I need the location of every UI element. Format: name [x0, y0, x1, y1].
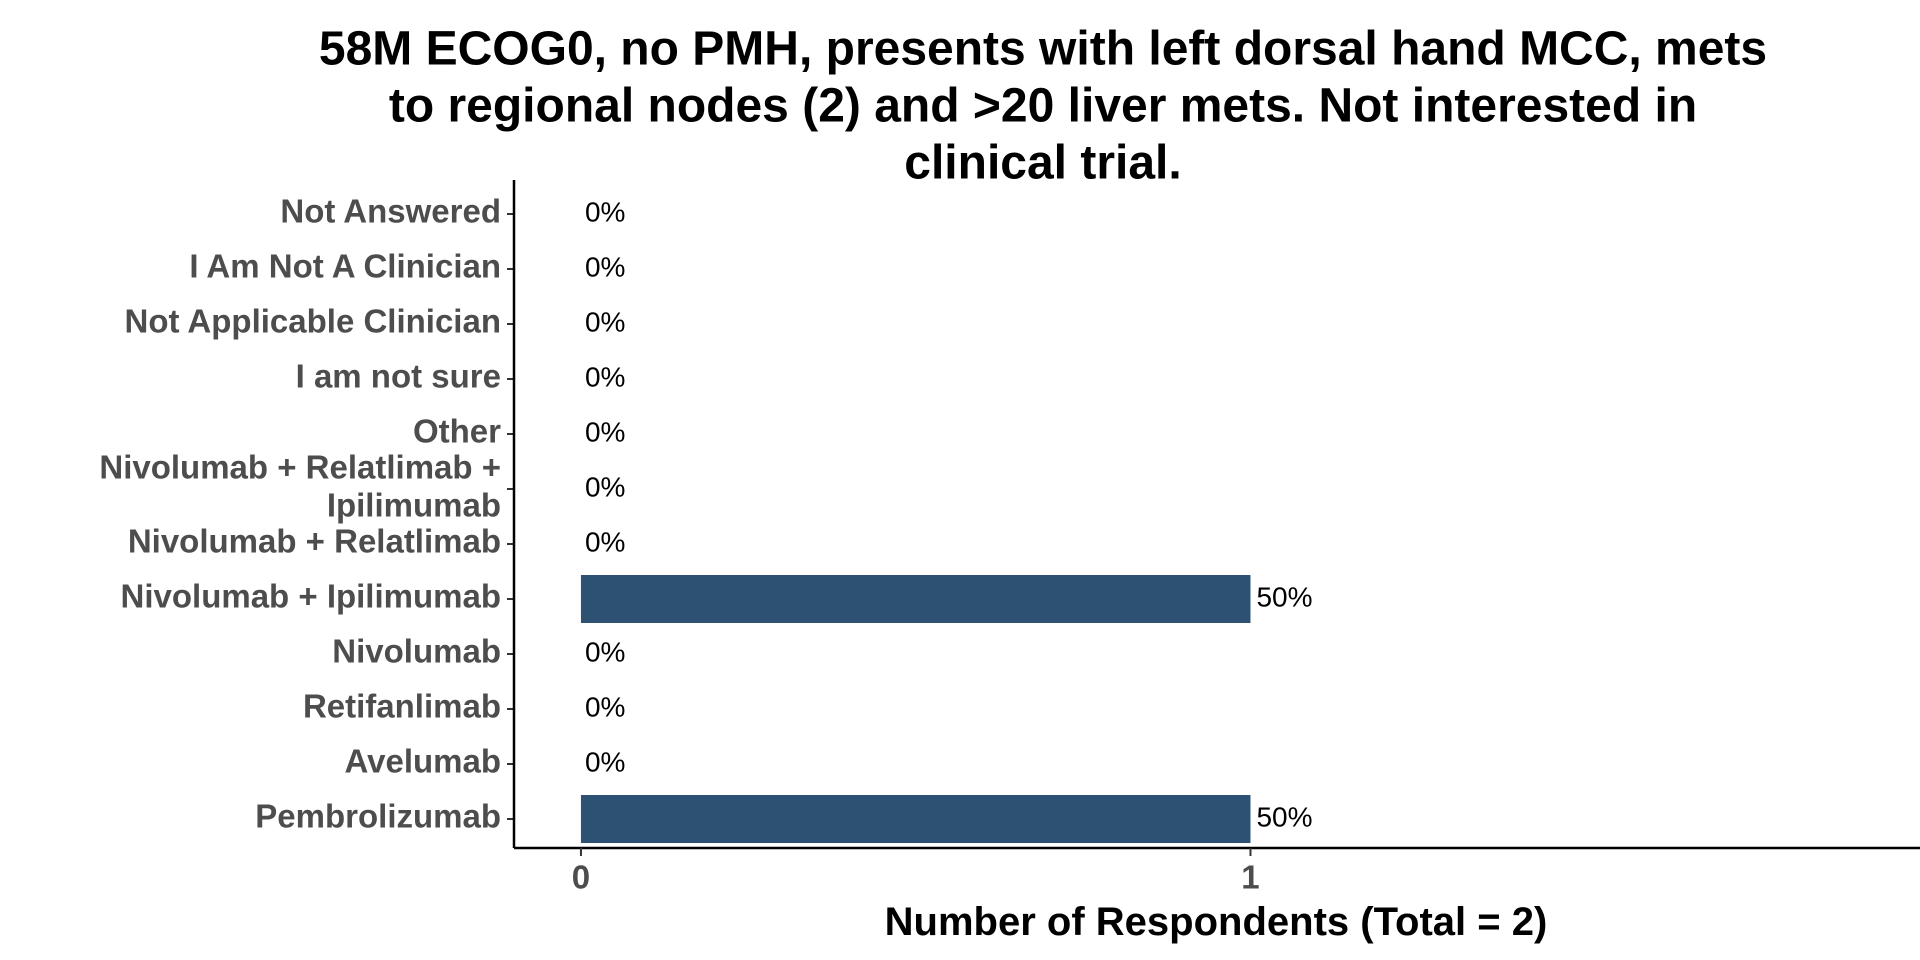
data-label: 0%	[585, 361, 625, 392]
category-label: I am not sure	[296, 358, 501, 395]
x-tick-label: 1	[1241, 859, 1259, 896]
category-label: Nivolumab + Relatlimab	[128, 523, 501, 560]
title-line: to regional nodes (2) and >20 liver mets…	[389, 80, 1697, 133]
category-label: Retifanlimab	[303, 688, 501, 725]
category-label: Avelumab	[345, 743, 502, 780]
title-line: clinical trial.	[904, 137, 1181, 190]
category-label: Not Applicable Clinician	[125, 303, 502, 340]
category-label: Nivolumab	[332, 633, 501, 670]
data-label: 0%	[585, 746, 625, 777]
bar	[580, 795, 1251, 843]
title-line: 58M ECOG0, no PMH, presents with left do…	[319, 23, 1767, 76]
data-label: 50%	[1256, 581, 1312, 612]
chart-title: 58M ECOG0, no PMH, presents with left do…	[319, 23, 1767, 190]
category-label: Nivolumab + Relatlimab +	[99, 449, 501, 486]
category-label: Not Answered	[280, 193, 501, 230]
category-label: Nivolumab + Ipilimumab	[121, 578, 501, 615]
data-label: 0%	[585, 416, 625, 447]
category-label: Ipilimumab	[327, 487, 501, 524]
data-label: 0%	[585, 196, 625, 227]
bar	[580, 575, 1251, 623]
category-label: Pembrolizumab	[255, 798, 501, 835]
data-label: 0%	[585, 251, 625, 282]
data-label: 0%	[585, 526, 625, 557]
data-label: 0%	[585, 306, 625, 337]
x-tick-label: 0	[572, 859, 590, 896]
x-axis-title: Number of Respondents (Total = 2)	[885, 900, 1548, 944]
data-label: 50%	[1256, 801, 1312, 832]
data-label: 0%	[585, 636, 625, 667]
data-label: 0%	[585, 691, 625, 722]
category-label: Other	[413, 413, 501, 450]
category-label: I Am Not A Clinician	[189, 248, 501, 285]
plot-area: Not Answered 0% I Am Not A Clinician 0% Not …	[99, 180, 1920, 896]
data-label: 0%	[585, 471, 625, 502]
